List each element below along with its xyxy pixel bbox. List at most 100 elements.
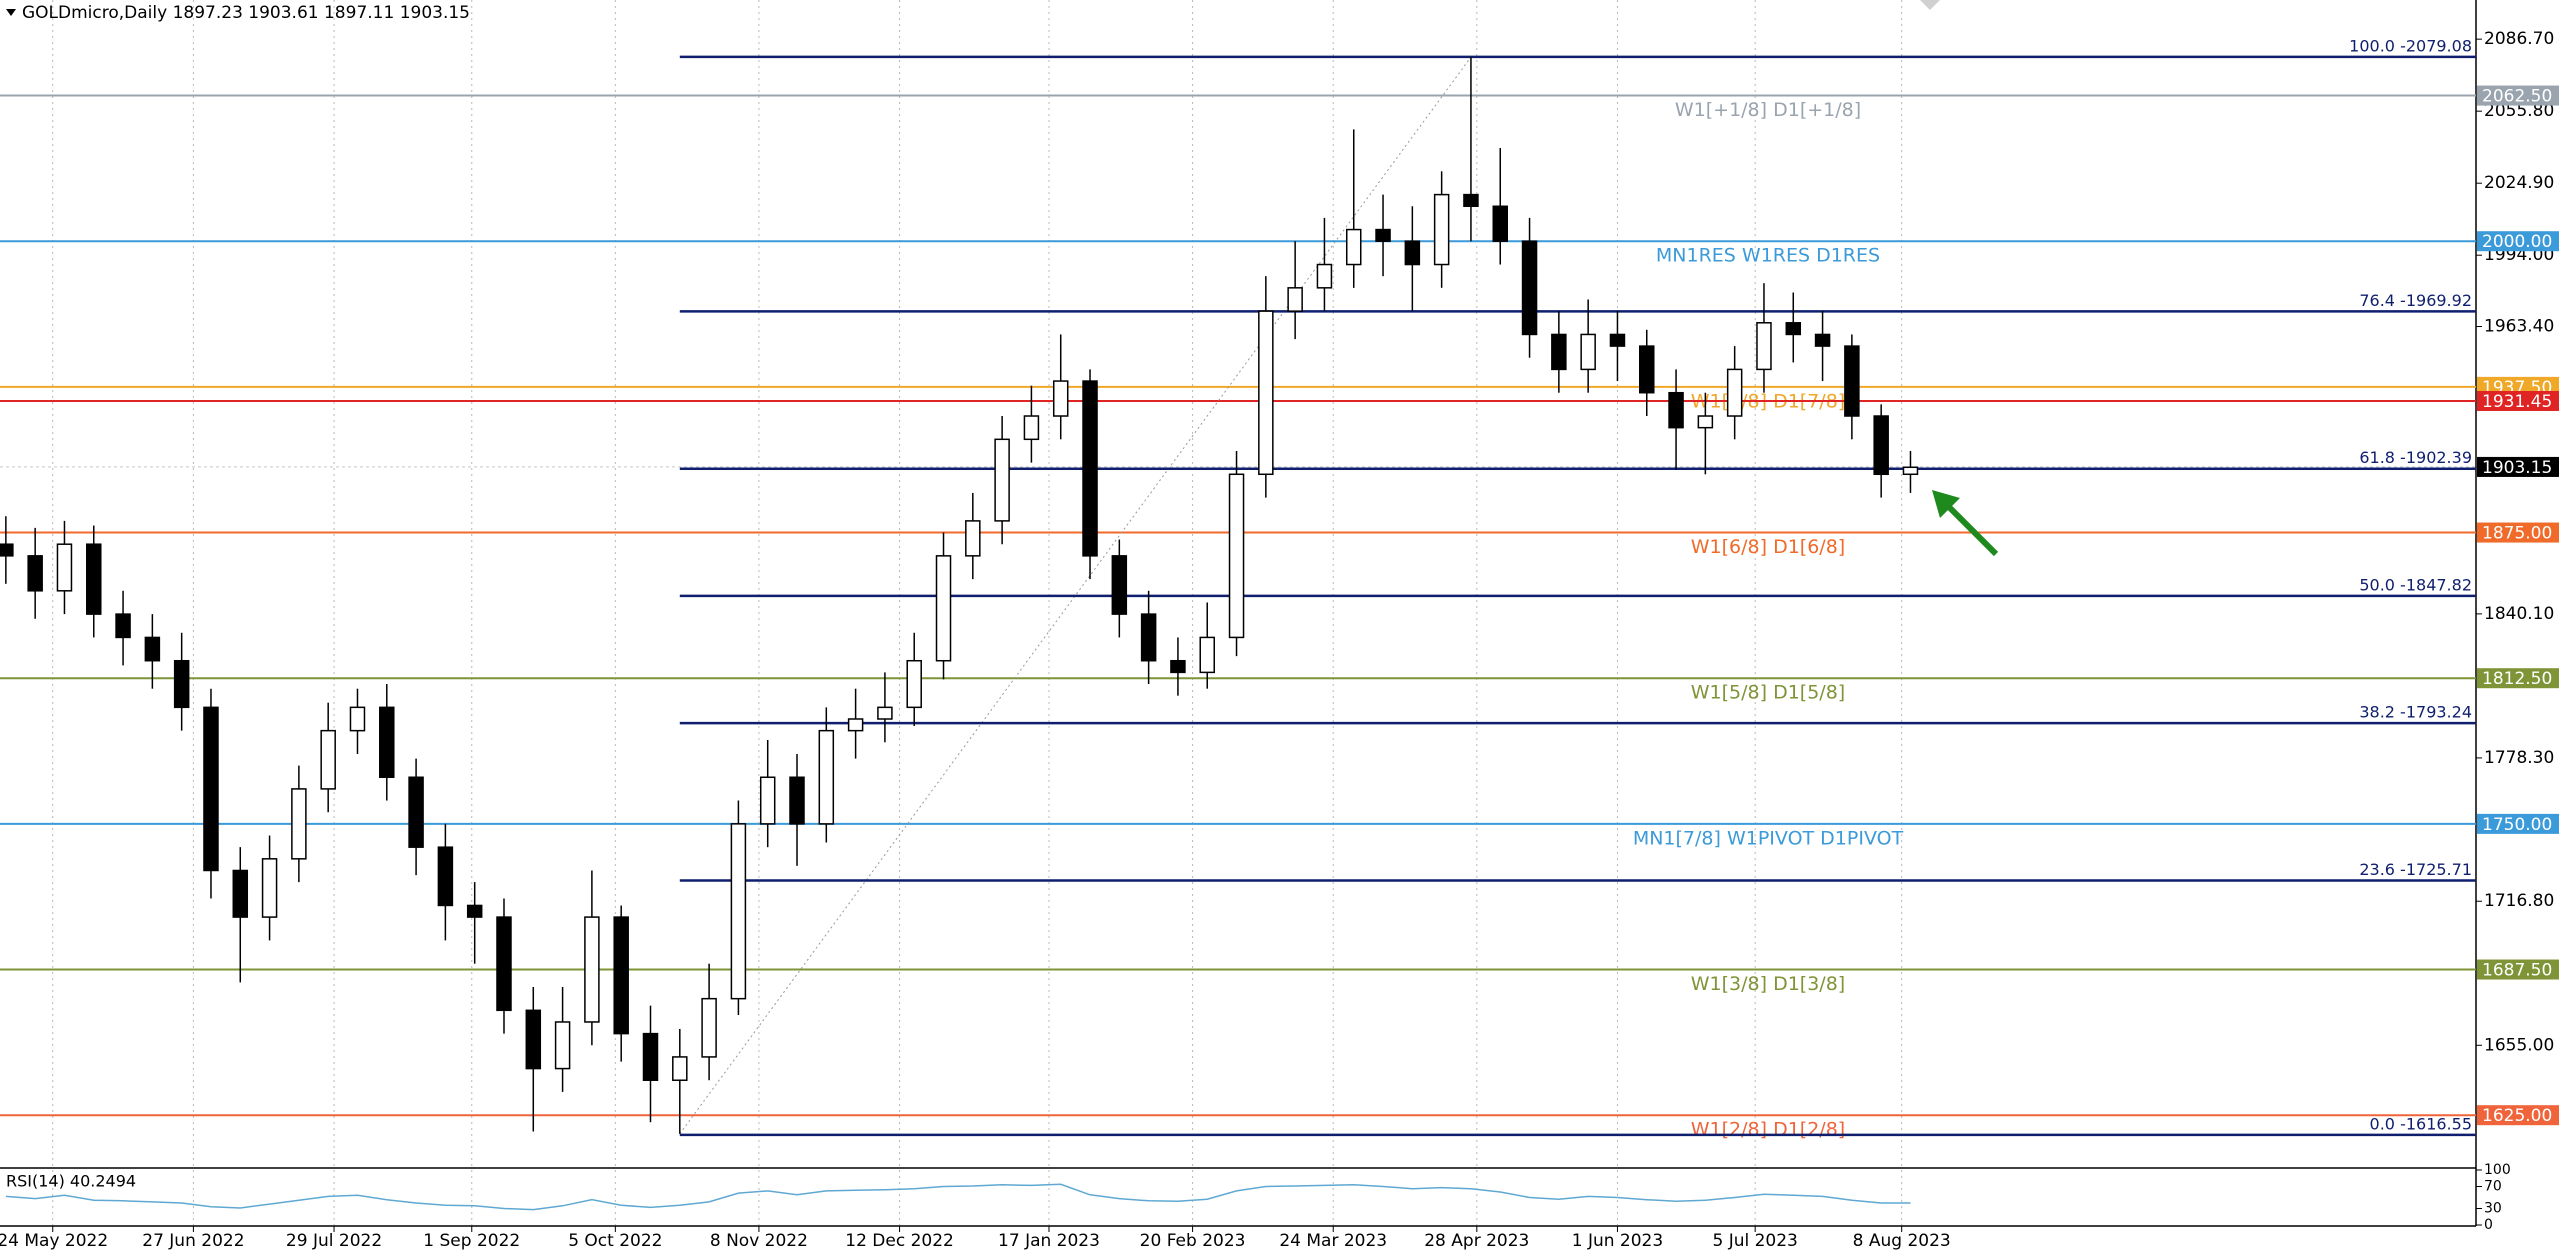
fib-label: 50.0 -1847.82 <box>2359 575 2472 594</box>
x-tick-label: 1 Sep 2022 <box>423 1231 520 1251</box>
level-text: W1[3/8] D1[3/8] <box>1691 973 1845 995</box>
x-tick-label: 24 Mar 2023 <box>1279 1231 1387 1251</box>
y-tick-label: 1963.40 <box>2484 317 2554 337</box>
level-tag-label: 2000.00 <box>2482 232 2552 252</box>
candle-body <box>1345 228 1362 266</box>
level-tag-label: 1625.00 <box>2482 1106 2552 1126</box>
candle-body <box>1258 310 1274 476</box>
price-tag <box>2477 456 2559 477</box>
candle-body <box>144 636 161 662</box>
candle-body <box>173 659 190 709</box>
level-tag <box>2477 231 2559 252</box>
level-tag <box>2477 959 2559 980</box>
candle-body <box>1404 240 1421 266</box>
candle-body <box>1052 380 1069 417</box>
level-tag <box>2477 522 2559 543</box>
x-tick-label: 27 Jun 2022 <box>142 1231 244 1251</box>
level-tag <box>2477 390 2559 411</box>
candle-body <box>1580 333 1596 371</box>
candle-body <box>379 706 395 779</box>
candle-body <box>906 659 922 709</box>
rsi-tick-label: 70 <box>2484 1179 2502 1195</box>
candle-body <box>1551 333 1567 371</box>
arrow <box>1932 490 1999 557</box>
fib-label: 76.4 -1969.92 <box>2359 291 2472 310</box>
candle-body <box>818 729 835 825</box>
candle-body <box>0 543 14 557</box>
level-tag <box>2477 85 2559 106</box>
candle-body <box>466 904 483 918</box>
candle-body <box>877 706 893 720</box>
candle-body <box>1140 613 1157 662</box>
x-tick-label: 17 Jan 2023 <box>998 1231 1100 1251</box>
rsi-tick-label: 0 <box>2484 1217 2493 1233</box>
x-tick-label: 12 Dec 2022 <box>845 1231 954 1251</box>
level-tag <box>2477 668 2559 689</box>
level-text: MN1[7/8] W1PIVOT D1PIVOT <box>1633 827 1904 849</box>
rsi-line <box>5 1183 1911 1211</box>
candle-body <box>496 916 512 1012</box>
x-tick-label: 8 Aug 2023 <box>1853 1231 1951 1251</box>
level-tag-label: 1750.00 <box>2482 815 2552 835</box>
candle-body <box>1170 659 1186 674</box>
candle-body <box>1082 380 1098 557</box>
level-tag-label: 1812.50 <box>2482 669 2552 689</box>
level-text: W1[6/8] D1[6/8] <box>1691 536 1845 558</box>
candle-body <box>291 788 307 860</box>
candle-body <box>935 555 952 662</box>
candle-body <box>1287 287 1303 312</box>
candle-body <box>349 706 366 732</box>
candle-body <box>789 776 805 825</box>
fib-label: 61.8 -1902.39 <box>2359 448 2472 467</box>
rsi-title: RSI(14) 40.2494 <box>6 1172 136 1191</box>
x-tick-label: 28 Apr 2023 <box>1424 1231 1529 1251</box>
level-text: W1[2/8] D1[2/8] <box>1691 1119 1845 1141</box>
candle-body <box>203 706 219 872</box>
candle-body <box>1023 415 1040 441</box>
candle-body <box>1814 333 1831 347</box>
x-tick-label: 24 May 2022 <box>0 1231 108 1251</box>
candle-body <box>1463 193 1479 208</box>
y-tick-label: 1716.80 <box>2484 891 2554 911</box>
y-tick-label: 2024.90 <box>2484 173 2554 193</box>
candle-body <box>672 1056 688 1081</box>
rsi-tick-label: 100 <box>2484 1162 2511 1178</box>
candle-body <box>1375 228 1391 242</box>
candle-body <box>1697 415 1714 429</box>
scroll-marker <box>1920 0 1940 10</box>
candle-body <box>525 1009 542 1070</box>
candle-body <box>1785 322 1802 336</box>
title-marker <box>6 9 16 16</box>
candle-body <box>320 729 336 790</box>
level-tag-label: 1687.50 <box>2482 961 2552 981</box>
candle-body <box>1199 636 1215 674</box>
candle-body <box>1726 368 1743 417</box>
level-text: W1[+1/8] D1[+1/8] <box>1675 99 1861 121</box>
candle-body <box>730 823 747 1000</box>
x-tick-label: 1 Jun 2023 <box>1572 1231 1663 1251</box>
level-tag-label: 1931.45 <box>2482 392 2552 412</box>
x-tick-label: 29 Jul 2022 <box>286 1231 382 1251</box>
candle-body <box>1609 333 1626 347</box>
level-text: W1[5/8] D1[5/8] <box>1691 682 1845 704</box>
candle-body <box>261 858 278 918</box>
candle-body <box>1756 322 1772 371</box>
level-tag <box>2477 1105 2559 1126</box>
price-tag-label: 1903.15 <box>2482 458 2552 478</box>
candle-body <box>1111 555 1128 615</box>
arrow-head <box>1932 490 1960 518</box>
candle-body <box>1902 466 1919 476</box>
fib-label: 23.6 -1725.71 <box>2359 860 2472 879</box>
level-text: MN1RES W1RES D1RES <box>1656 245 1880 267</box>
fib-label: 0.0 -1616.55 <box>2370 1114 2472 1133</box>
candle-body <box>232 869 249 918</box>
candle-body <box>965 520 981 557</box>
candle-body <box>701 997 717 1058</box>
fib-label: 100.0 -2079.08 <box>2349 36 2472 55</box>
candle-body <box>759 776 776 825</box>
candle-body <box>27 555 43 592</box>
candle-body <box>115 613 131 639</box>
y-tick-label: 1778.30 <box>2484 748 2554 768</box>
level-tag <box>2477 813 2559 834</box>
